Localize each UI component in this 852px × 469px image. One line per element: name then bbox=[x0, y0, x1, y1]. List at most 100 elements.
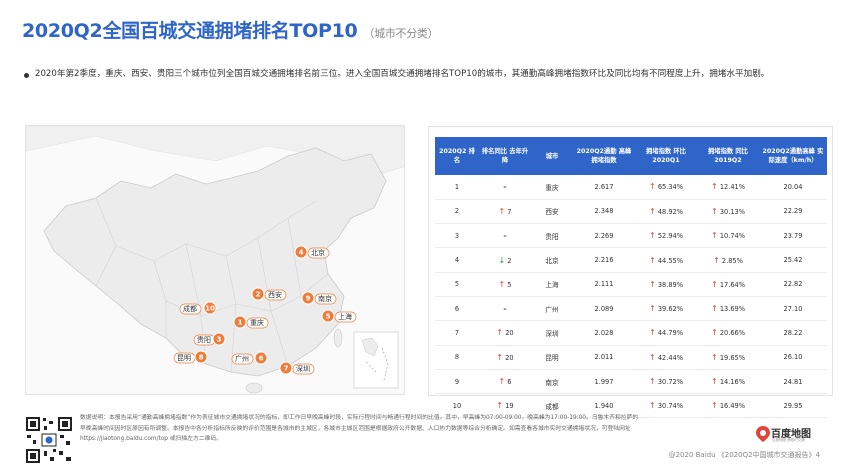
map-pin-city-label: 西安 bbox=[268, 290, 282, 299]
header-speed: 2020Q2通勤高峰 实际速度（km/h） bbox=[759, 137, 827, 175]
yoy-value: 13.69% bbox=[719, 305, 745, 314]
cell-city: 成都 bbox=[531, 393, 573, 419]
map-pin-number: 4 bbox=[299, 249, 304, 257]
china-outline bbox=[43, 147, 387, 377]
qr-code[interactable] bbox=[24, 415, 74, 465]
data-footnote: 数据说明：本报告采用“通勤高峰拥堵指数”作为表征城市交通拥堵状况的指标，即工作日… bbox=[80, 415, 639, 443]
cell-rank-change: – bbox=[479, 175, 531, 200]
qoq-value: 52.94% bbox=[657, 232, 683, 241]
map-pin-city-label: 成都 bbox=[183, 304, 197, 313]
cell-rank: 6 bbox=[435, 296, 479, 322]
map-pin-city-label: 昆明 bbox=[177, 354, 191, 362]
cell-congestion-index: 2.011 bbox=[573, 345, 635, 370]
arrow-up-icon: ↑ bbox=[711, 328, 718, 338]
cell-rank-change: – bbox=[479, 223, 531, 249]
cell-rank-change: – bbox=[479, 296, 531, 322]
cell-qoq: ↑ 44.55% bbox=[635, 247, 697, 273]
yoy-value: 2.85% bbox=[721, 256, 743, 265]
bullet-dot-icon bbox=[24, 73, 29, 78]
no-change-dash-icon: – bbox=[503, 231, 507, 240]
map-pin-city-label: 广州 bbox=[235, 354, 249, 363]
yoy-value: 12.41% bbox=[719, 183, 745, 192]
cell-city: 深圳 bbox=[531, 320, 573, 346]
cell-yoy: ↑ 14.16% bbox=[697, 369, 759, 395]
map-pin-number: 8 bbox=[199, 354, 204, 362]
qoq-value: 44.55% bbox=[657, 256, 683, 265]
table-row: 10 ↑ 19 成都 1.940 ↑ 30.74% ↑ 16.49% 29.95 bbox=[435, 393, 827, 419]
rank-change-value: 6 bbox=[507, 378, 512, 387]
page-title: 2020Q2全国百城交通拥堵排名TOP10 （城市不分类） bbox=[22, 16, 439, 43]
map-pin-number: 7 bbox=[284, 365, 289, 373]
arrow-down-icon: ↓ bbox=[498, 255, 506, 265]
yoy-value: 19.65% bbox=[719, 353, 745, 362]
arrow-up-icon: ↑ bbox=[649, 255, 656, 265]
map-pin-2: 西安 2 bbox=[251, 287, 287, 301]
cell-city: 广州 bbox=[531, 296, 573, 322]
arrow-up-icon: ↑ bbox=[711, 377, 718, 387]
map-pin-city-label: 上海 bbox=[338, 312, 352, 321]
arrow-up-icon: ↑ bbox=[498, 279, 506, 289]
arrow-up-icon: ↑ bbox=[649, 231, 656, 241]
cell-qoq: ↑ 48.92% bbox=[635, 199, 697, 225]
cell-yoy: ↑ 19.65% bbox=[697, 345, 759, 370]
page-subtitle: （城市不分类） bbox=[363, 27, 439, 40]
cell-yoy: ↑ 10.74% bbox=[697, 223, 759, 249]
cell-city: 西安 bbox=[531, 199, 573, 225]
qoq-value: 30.72% bbox=[657, 378, 683, 387]
cell-speed: 25.42 bbox=[759, 247, 827, 273]
arrow-up-icon: ↑ bbox=[649, 377, 656, 387]
cell-yoy: ↑ 12.41% bbox=[697, 175, 759, 200]
map-pin-number: 6 bbox=[259, 355, 264, 363]
map-pin-number: 10 bbox=[205, 305, 215, 313]
cell-yoy: ↑ 20.66% bbox=[697, 320, 759, 346]
cell-qoq: ↑ 39.62% bbox=[635, 296, 697, 322]
qoq-value: 38.89% bbox=[657, 280, 683, 289]
map-pin-4: 北京 4 bbox=[294, 245, 330, 259]
cell-congestion-index: 2.617 bbox=[573, 175, 635, 200]
arrow-up-icon: ↑ bbox=[649, 352, 656, 362]
china-map: 重庆 1 西安 2 贵阳 3 北京 4 上海 5 广州 6 深圳 7 昆明 8 南京 9 成都 10 bbox=[26, 126, 404, 394]
cell-yoy: ↑ 13.69% bbox=[697, 296, 759, 322]
cell-rank: 3 bbox=[435, 223, 479, 249]
map-pin-10: 成都 10 bbox=[179, 301, 217, 315]
table-row: 5 ↑ 5 上海 2.111 ↑ 38.89% ↑ 17.64% 22.82 bbox=[435, 272, 827, 297]
table-row: 4 ↓ 2 北京 2.216 ↑ 44.55% ↑ 2.85% 25.42 bbox=[435, 247, 827, 273]
cell-rank: 7 bbox=[435, 320, 479, 346]
yoy-value: 14.16% bbox=[719, 378, 745, 387]
arrow-up-icon: ↑ bbox=[649, 206, 656, 216]
cell-congestion-index: 2.269 bbox=[573, 223, 635, 249]
map-pin-city-label: 贵阳 bbox=[197, 335, 211, 344]
header-yoy: 拥堵指数 同比2019Q2 bbox=[697, 137, 759, 175]
map-pin-city-label: 南京 bbox=[318, 294, 332, 303]
page-credit: @2020 Baidu 《2020Q2中国城市交通报告》4 bbox=[668, 451, 820, 459]
header-congestion-index: 2020Q2通勤 高峰拥堵指数 bbox=[573, 137, 635, 175]
ranking-table-panel: 2020Q2 排名 排名同比 去年升降 城市 2020Q2通勤 高峰拥堵指数 拥… bbox=[428, 126, 833, 419]
table-row: 2 ↑ 7 西安 2.348 ↑ 48.92% ↑ 30.13% 22.29 bbox=[435, 199, 827, 225]
cell-qoq: ↑ 44.79% bbox=[635, 320, 697, 346]
arrow-up-icon: ↑ bbox=[711, 304, 718, 314]
cell-qoq: ↑ 65.34% bbox=[635, 175, 697, 200]
no-change-dash-icon: – bbox=[503, 182, 507, 191]
map-pin-number: 2 bbox=[256, 291, 261, 299]
map-pin-icon bbox=[756, 426, 770, 442]
map-pin-number: 5 bbox=[326, 313, 331, 321]
cell-rank-change: ↑ 20 bbox=[479, 320, 531, 346]
cell-yoy: ↑ 16.49% bbox=[697, 393, 759, 419]
header-qoq: 拥堵指数 环比2020Q1 bbox=[635, 137, 697, 175]
map-pin-7: 深圳 7 bbox=[279, 361, 315, 375]
cell-congestion-index: 2.111 bbox=[573, 272, 635, 297]
cell-rank-change: ↑ 20 bbox=[479, 345, 531, 370]
no-change-dash-icon: – bbox=[503, 304, 507, 313]
cell-city: 南京 bbox=[531, 369, 573, 395]
cell-city: 北京 bbox=[531, 247, 573, 273]
cell-city: 上海 bbox=[531, 272, 573, 297]
cell-city: 重庆 bbox=[531, 175, 573, 200]
cell-yoy: ↑ 2.85% bbox=[697, 247, 759, 273]
arrow-up-icon: ↑ bbox=[498, 206, 506, 216]
arrow-up-icon: ↑ bbox=[649, 304, 656, 314]
logo-subtext: 百度地图 慧眼识交通 bbox=[772, 438, 805, 442]
cell-rank-change: ↓ 2 bbox=[479, 247, 531, 273]
yoy-value: 17.64% bbox=[719, 280, 745, 289]
cell-speed: 29.95 bbox=[759, 393, 827, 419]
cell-congestion-index: 2.028 bbox=[573, 320, 635, 346]
